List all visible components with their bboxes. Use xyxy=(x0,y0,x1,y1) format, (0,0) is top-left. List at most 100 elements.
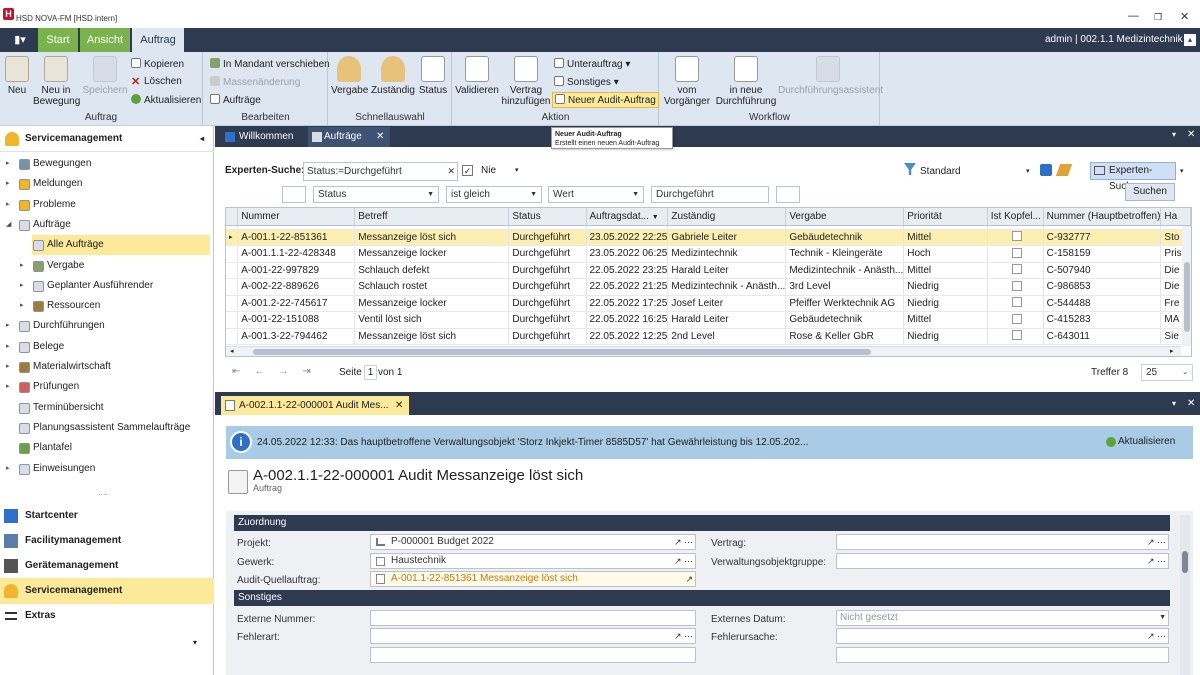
never-dropdown-icon[interactable]: ▾ xyxy=(515,167,519,174)
panel-close-icon[interactable]: ✕ xyxy=(1187,129,1196,140)
page-size-select[interactable]: 25 ⌄ xyxy=(1141,364,1193,381)
form-scroll-thumb[interactable] xyxy=(1182,551,1188,573)
col-ha[interactable]: Ha xyxy=(1160,208,1191,226)
expand-chevron-icon[interactable]: ▸ xyxy=(6,180,10,188)
standard-dropdown-icon[interactable]: ▾ xyxy=(1026,168,1030,175)
is-head-checkbox[interactable] xyxy=(1011,313,1022,324)
scroll-right-icon[interactable]: ▸ xyxy=(1170,348,1174,355)
sidebar-item-alle-auftraege[interactable]: Alle Aufträge xyxy=(32,235,210,256)
new-audit-order-button[interactable]: Neuer Audit-Auftrag xyxy=(552,92,659,108)
minimize-icon[interactable]: — xyxy=(1128,10,1139,22)
move-to-client-button[interactable]: In Mandant verschieben xyxy=(210,58,330,70)
col-betreff[interactable]: Betreff xyxy=(354,208,510,226)
lookup-icon[interactable]: ↗ ⋯ xyxy=(1146,537,1166,547)
sidebar-item-auftraege[interactable]: ◢ Aufträge xyxy=(0,215,210,235)
detail-close-icon[interactable]: ✕ xyxy=(1187,398,1196,409)
save-filter-icon[interactable] xyxy=(1040,164,1052,176)
sidebar-item-durchfuehrungen[interactable]: ▸ Durchführungen xyxy=(0,316,210,336)
vertrag-field[interactable]: ↗ ⋯ xyxy=(836,534,1169,550)
lookup-icon[interactable]: ↗ ⋯ xyxy=(673,556,693,566)
gewerk-field[interactable]: Haustechnik ↗ ⋯ xyxy=(370,553,696,569)
vscroll-thumb[interactable] xyxy=(1184,262,1190,332)
table-row[interactable]: ▸ A-001.1-22-851361 Messanzeige löst sich D… xyxy=(226,229,1191,246)
scroll-left-icon[interactable]: ◂ xyxy=(230,348,234,355)
is-head-checkbox[interactable] xyxy=(1011,264,1022,275)
lookup-icon[interactable]: ↗ ⋯ xyxy=(1146,631,1166,641)
module-geraetemanagement[interactable]: Gerätemanagement xyxy=(0,553,214,579)
page-input[interactable]: 1 xyxy=(364,365,377,380)
standard-filter-label[interactable]: Standard xyxy=(920,166,961,177)
expand-chevron-icon[interactable]: ▸ xyxy=(6,464,10,472)
is-head-checkbox[interactable] xyxy=(1011,280,1022,291)
sidebar-item-einweisungen[interactable]: ▸ Einweisungen xyxy=(0,459,210,479)
expand-chevron-icon[interactable]: ▸ xyxy=(6,200,10,208)
col-status[interactable]: Status xyxy=(508,208,587,226)
detail-refresh-button[interactable]: Aktualisieren xyxy=(1106,436,1175,447)
col-vergabe[interactable]: Vergabe xyxy=(785,208,905,226)
sidebar-item-plantafel[interactable]: Plantafel xyxy=(0,438,210,458)
table-row[interactable]: A-002-22-889626 Schlauch rostet Durchgefüh… xyxy=(226,278,1191,296)
lookup-icon[interactable]: ↗ ⋯ xyxy=(673,537,693,547)
new-button[interactable]: Neu xyxy=(2,56,32,96)
ext-number-field[interactable] xyxy=(370,610,696,626)
scroll-thumb[interactable] xyxy=(253,349,871,355)
expand-chevron-icon[interactable]: ▸ xyxy=(20,302,24,310)
add-contract-button[interactable]: Vertrag hinzufügen xyxy=(501,56,551,107)
chevron-down-icon[interactable]: ▼ xyxy=(1159,614,1166,621)
save-button[interactable]: Speichern xyxy=(82,56,128,96)
tab-auftraege[interactable]: Aufträge ✕ xyxy=(308,127,390,147)
fehlerursache-field[interactable]: ↗ ⋯ xyxy=(836,628,1169,644)
expert-search-toggle[interactable]: Experten-Suche xyxy=(1090,162,1176,192)
never-checkbox[interactable]: ✓ xyxy=(462,165,473,176)
collapse-sidebar-icon[interactable]: ◂ xyxy=(200,134,205,143)
splitter[interactable] xyxy=(215,392,1200,396)
table-row[interactable]: A-001.2-22-745617 Messanzeige locker Durch… xyxy=(226,295,1191,312)
execution-assistant-button[interactable]: Durchführungsassistent xyxy=(778,56,883,96)
filter-type-select[interactable]: Wert ▼ xyxy=(548,186,644,203)
search-button[interactable]: Suchen xyxy=(1125,183,1175,201)
module-facilitymanagement[interactable]: Facilitymanagement xyxy=(0,528,214,554)
vertical-scrollbar[interactable] xyxy=(1182,226,1191,346)
sidebar-item-materialwirtschaft[interactable]: ▸ Materialwirtschaft xyxy=(0,357,210,377)
refresh-button[interactable]: Aktualisieren xyxy=(131,94,201,106)
assign-responsible-button[interactable]: Zuständig xyxy=(371,56,415,96)
tab-auftrag[interactable]: Auftrag xyxy=(132,28,184,52)
detail-menu-icon[interactable]: ▾ xyxy=(1172,399,1177,408)
close-tab-icon[interactable]: ✕ xyxy=(376,131,385,142)
app-menu-button[interactable]: ▮▾ xyxy=(14,34,26,46)
fehlerart-field[interactable]: ↗ ⋯ xyxy=(370,628,696,644)
expert-search-dropdown-icon[interactable]: ▾ xyxy=(1180,168,1184,175)
lookup-icon[interactable]: ↗ ⋯ xyxy=(673,631,693,641)
col-nummer[interactable]: Nummer xyxy=(237,208,356,226)
status-button[interactable]: Status xyxy=(417,56,449,96)
tab-start[interactable]: Start xyxy=(38,28,78,52)
filter-value-input[interactable]: Durchgeführt xyxy=(651,186,769,203)
expand-chevron-icon[interactable]: ▸ xyxy=(20,261,24,269)
prev-page-icon[interactable]: ← xyxy=(254,366,279,377)
col-zustaendig[interactable]: Zuständig xyxy=(667,208,787,226)
expand-chevron-icon[interactable]: ▸ xyxy=(6,363,10,370)
assign-vergabe-button[interactable]: Vergabe xyxy=(331,56,368,96)
tab-ansicht[interactable]: Ansicht xyxy=(80,28,130,52)
expand-chevron-icon[interactable]: ▸ xyxy=(6,342,10,350)
detail-tab-close-icon[interactable]: ✕ xyxy=(395,400,404,411)
sidebar-item-ressourcen[interactable]: ▸ Ressourcen xyxy=(0,296,210,316)
expert-search-input[interactable]: Status:=Durchgeführt ✕ xyxy=(303,162,458,181)
audit-source-field[interactable]: A-001.1-22-851361 Messanzeige löst sich ↗ xyxy=(370,571,696,587)
filter-paren-close-input[interactable] xyxy=(776,186,800,203)
copy-button[interactable]: Kopieren xyxy=(131,58,184,70)
pager-nav[interactable]: ⇤←→⇥ xyxy=(232,366,325,377)
first-page-icon[interactable]: ⇤ xyxy=(232,366,255,377)
vog-field[interactable]: ↗ ⋯ xyxy=(836,553,1169,569)
maximize-icon[interactable]: ❐ xyxy=(1154,12,1163,22)
expand-chevron-icon[interactable]: ▸ xyxy=(6,322,10,330)
next-field-right[interactable] xyxy=(836,647,1169,663)
table-row[interactable]: A-001-22-997829 Schlauch defekt Durchgefüh… xyxy=(226,262,1191,279)
orders-button[interactable]: Aufträge xyxy=(210,94,261,106)
sidebar-item-bewegungen[interactable]: ▸ Bewegungen xyxy=(0,154,210,174)
expand-chevron-icon[interactable]: ◢ xyxy=(6,220,12,228)
clear-search-icon[interactable]: ✕ xyxy=(447,166,455,176)
col-nummer-haupt[interactable]: Nummer (Hauptbetroffen) xyxy=(1043,208,1162,226)
sidebar-item-meldungen[interactable]: ▸ Meldungen xyxy=(0,174,210,194)
collapse-ribbon-icon[interactable]: ▴ xyxy=(1184,34,1196,46)
